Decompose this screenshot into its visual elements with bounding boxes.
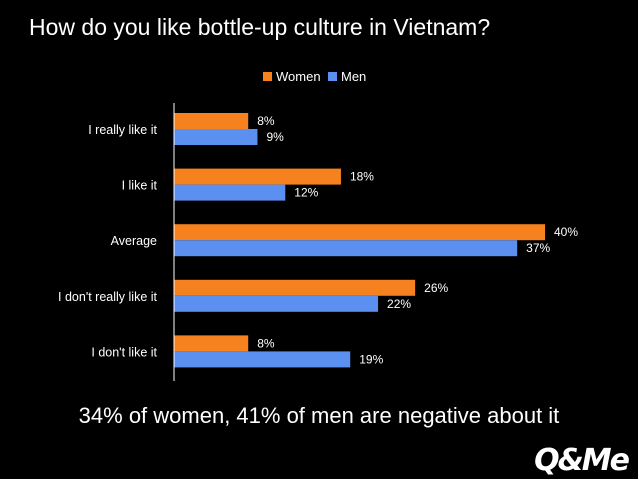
chart-bars: [174, 113, 545, 368]
legend-label-women: Women: [276, 69, 321, 84]
data-label-women: 8%: [257, 336, 275, 350]
bar-women: [174, 335, 249, 352]
bar-men: [174, 295, 379, 312]
category-label: I don't really like it: [58, 290, 157, 304]
bar-men: [174, 129, 258, 145]
legend-swatch-men: [328, 72, 337, 81]
bar-men: [174, 184, 286, 201]
category-label: I don't like it: [91, 345, 157, 359]
category-labels: I really like it I like it Average I don't …: [58, 123, 157, 359]
data-label-men: 19%: [359, 352, 383, 366]
bar-chart: Women Men I really like it I like it Averag…: [58, 69, 578, 381]
bar-women: [174, 279, 416, 296]
category-label: I really like it: [88, 123, 157, 137]
data-label-women: 26%: [424, 281, 448, 295]
data-label-women: 18%: [350, 170, 374, 184]
category-label: Average: [111, 234, 157, 248]
data-label-men: 37%: [526, 241, 550, 255]
bar-men: [174, 351, 351, 368]
bar-men: [174, 240, 518, 257]
data-label-men: 9%: [266, 130, 284, 144]
bar-women: [174, 168, 341, 185]
data-labels: 8% 9% 18% 12% 40% 37% 26% 22% 8% 19%: [257, 114, 578, 366]
slide-footnote: 34% of women, 41% of men are negative ab…: [78, 403, 560, 428]
bar-women: [174, 113, 249, 129]
legend-label-men: Men: [341, 69, 366, 84]
data-label-men: 22%: [387, 297, 411, 311]
bar-women: [174, 224, 545, 241]
slide-title: How do you like bottle-up culture in Vie…: [29, 14, 491, 40]
data-label-men: 12%: [294, 186, 318, 200]
data-label-women: 40%: [554, 225, 578, 239]
legend-swatch-women: [263, 72, 272, 81]
category-label: I like it: [122, 179, 158, 193]
data-label-women: 8%: [257, 114, 275, 128]
brand-logo: Q&Me: [534, 443, 630, 478]
chart-legend: Women Men: [263, 69, 366, 84]
